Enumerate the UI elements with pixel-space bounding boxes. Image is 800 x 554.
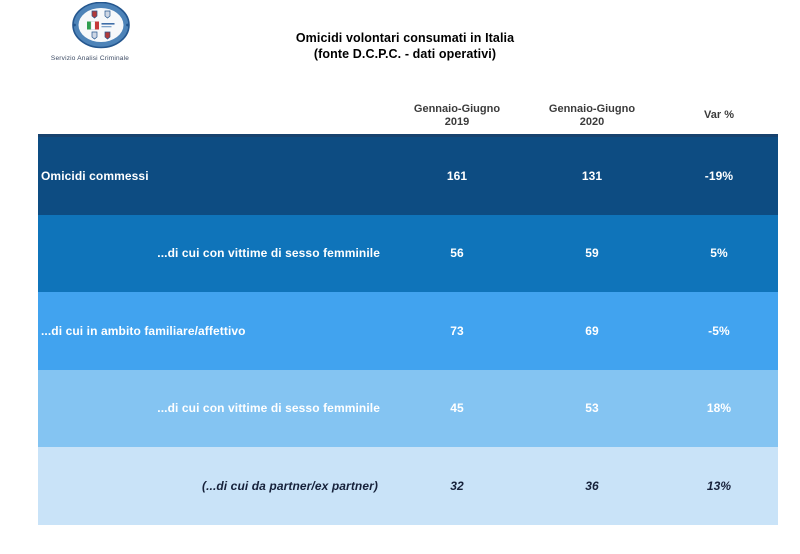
value-2019: 56 [450, 246, 464, 261]
value-2019: 73 [450, 323, 464, 338]
crest-icons [91, 10, 111, 40]
column-header-2020: Gennaio-Giugno 2020 [548, 102, 636, 129]
value-2019: 45 [450, 401, 464, 416]
value-2020: 131 [581, 168, 603, 183]
report-title: Omicidi volontari consumati in Italia (f… [0, 30, 800, 62]
table-row-vittime-femminili: ...di cui con vittime di sesso femminile… [38, 214, 778, 292]
table-body: Omicidi commessi 161 131 -19% ...di cui … [38, 134, 778, 525]
agency-name: Servizio Analisi Criminale [50, 55, 130, 62]
value-2019: 32 [450, 478, 464, 493]
value-var: -5% [708, 323, 730, 338]
police-emblem-icon [71, 1, 131, 55]
value-var: 13% [706, 478, 732, 493]
value-var: 5% [710, 246, 728, 261]
value-var: -19% [704, 168, 734, 183]
row-label: ...di cui in ambito familiare/affettivo [41, 323, 246, 338]
row-label: ...di cui con vittime di sesso femminile [157, 401, 380, 416]
table-row-omicidi-commessi: Omicidi commessi 161 131 -19% [38, 137, 778, 215]
table-header-row: Gennaio-Giugno 2019 Gennaio-Giugno 2020 … [38, 98, 778, 134]
value-2019: 161 [446, 168, 468, 183]
column-header-var: Var % [704, 109, 734, 122]
italian-flag-icon [87, 21, 99, 30]
report-title-line2: (fonte D.C.P.C. - dati operativi) [313, 47, 497, 61]
table-row-vittime-femminili-familiare: ...di cui con vittime di sesso femminile… [38, 369, 778, 447]
report-title-line1: Omicidi volontari consumati in Italia [295, 31, 515, 45]
value-2020: 53 [585, 401, 599, 416]
value-2020: 69 [585, 323, 599, 338]
row-label: ...di cui con vittime di sesso femminile [157, 246, 380, 261]
row-label: (...di cui da partner/ex partner) [201, 478, 378, 493]
value-2020: 59 [585, 246, 599, 261]
row-label: Omicidi commessi [41, 168, 149, 183]
value-2020: 36 [585, 478, 599, 493]
agency-logo-block: Servizio Analisi Criminale [40, 1, 150, 62]
table-row-partner-ex-partner: (...di cui da partner/ex partner) 32 36 … [38, 447, 778, 525]
column-header-2019: Gennaio-Giugno 2019 [413, 102, 501, 129]
homicides-table: Gennaio-Giugno 2019 Gennaio-Giugno 2020 … [38, 98, 778, 525]
value-var: 18% [706, 401, 732, 416]
table-row-ambito-familiare: ...di cui in ambito familiare/affettivo … [38, 292, 778, 370]
